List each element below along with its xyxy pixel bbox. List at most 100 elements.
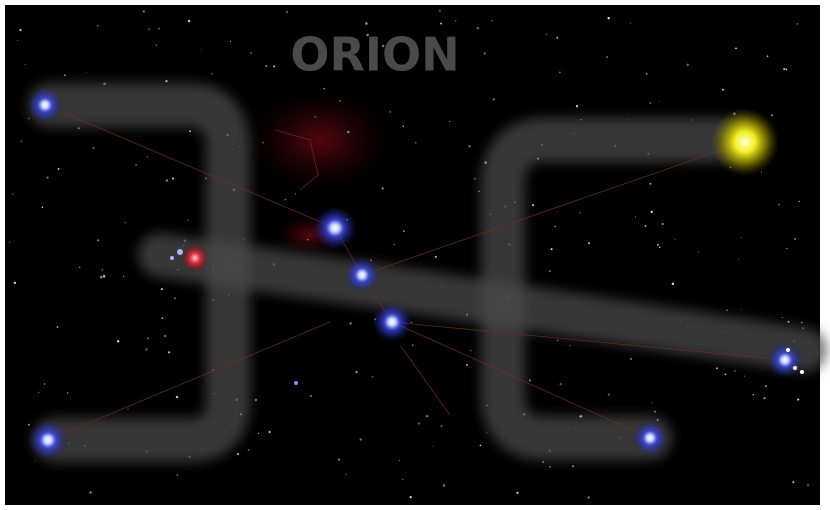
background-star (799, 201, 800, 202)
star (28, 420, 68, 460)
background-star (767, 55, 769, 57)
background-star (79, 267, 81, 269)
background-star (310, 395, 312, 397)
background-star (588, 242, 590, 244)
star (632, 420, 668, 456)
background-star (559, 71, 561, 73)
background-star (382, 187, 384, 189)
nebula (250, 90, 390, 190)
background-star (551, 248, 553, 250)
background-star (147, 156, 148, 157)
background-star (635, 217, 636, 218)
background-star (650, 211, 652, 213)
background-star (785, 69, 787, 71)
background-star (273, 65, 275, 67)
background-star (493, 99, 495, 101)
background-star (415, 142, 417, 144)
star (170, 256, 174, 260)
background-star (651, 402, 652, 403)
background-star (201, 49, 202, 50)
background-star (468, 145, 471, 148)
title: ORION (290, 28, 459, 82)
background-star (42, 207, 44, 209)
background-star (92, 147, 94, 149)
background-star (744, 376, 745, 377)
background-star (738, 259, 739, 260)
background-star (686, 64, 688, 66)
background-star (657, 244, 659, 246)
background-star (439, 10, 441, 12)
background-star (532, 204, 534, 206)
background-star (474, 178, 476, 180)
background-star (346, 474, 348, 476)
background-star (556, 37, 558, 39)
background-star (174, 297, 175, 298)
background-star (86, 72, 87, 73)
background-star (753, 394, 754, 395)
background-star (662, 223, 664, 225)
background-star (371, 376, 373, 378)
background-star (807, 484, 809, 486)
background-star (787, 321, 789, 323)
background-star (135, 164, 136, 165)
star (294, 381, 298, 385)
background-star (529, 379, 531, 381)
orion-scene: ORION (0, 0, 830, 510)
background-star (117, 340, 119, 342)
background-star (734, 370, 736, 372)
background-star (44, 383, 45, 384)
background-star (265, 65, 267, 67)
star-yellow (711, 108, 779, 176)
background-star (484, 52, 486, 54)
background-star (672, 283, 674, 285)
background-star (38, 392, 39, 393)
background-star (230, 41, 231, 42)
background-star (67, 392, 69, 394)
background-star (797, 23, 799, 25)
background-star (268, 431, 270, 433)
background-star (466, 364, 468, 366)
background-star (285, 199, 286, 200)
background-star (716, 367, 718, 369)
background-star (778, 204, 780, 206)
background-star (794, 238, 796, 240)
background-star (78, 127, 80, 129)
background-star (649, 183, 651, 185)
star-red (181, 244, 209, 272)
background-star (801, 322, 803, 324)
background-star (608, 393, 610, 395)
background-star (649, 102, 651, 104)
background-star (403, 230, 405, 232)
background-star (176, 396, 178, 398)
background-star (349, 322, 351, 324)
background-star (782, 317, 783, 318)
background-star (722, 89, 724, 91)
background-star (440, 425, 442, 427)
background-star (797, 399, 799, 401)
background-star (491, 20, 492, 21)
background-star (546, 34, 547, 35)
star (344, 257, 380, 293)
background-star (771, 114, 773, 116)
background-star (644, 225, 646, 227)
background-star (19, 29, 21, 31)
background-star (542, 461, 544, 463)
background-star (145, 348, 147, 350)
background-star (741, 309, 742, 310)
background-star (608, 17, 610, 19)
background-star (323, 88, 325, 90)
background-star (211, 73, 213, 75)
background-star (455, 20, 456, 21)
background-star (172, 177, 174, 179)
background-star (46, 176, 48, 178)
background-star (162, 317, 164, 319)
background-star (443, 484, 445, 486)
background-star (572, 465, 574, 467)
background-star (161, 288, 163, 290)
background-star (365, 22, 368, 25)
background-star (143, 10, 145, 12)
background-star (97, 25, 98, 26)
star (800, 370, 804, 374)
page: ORION (() => { const data = JSON.parse(d… (0, 0, 830, 510)
background-star (17, 40, 18, 41)
